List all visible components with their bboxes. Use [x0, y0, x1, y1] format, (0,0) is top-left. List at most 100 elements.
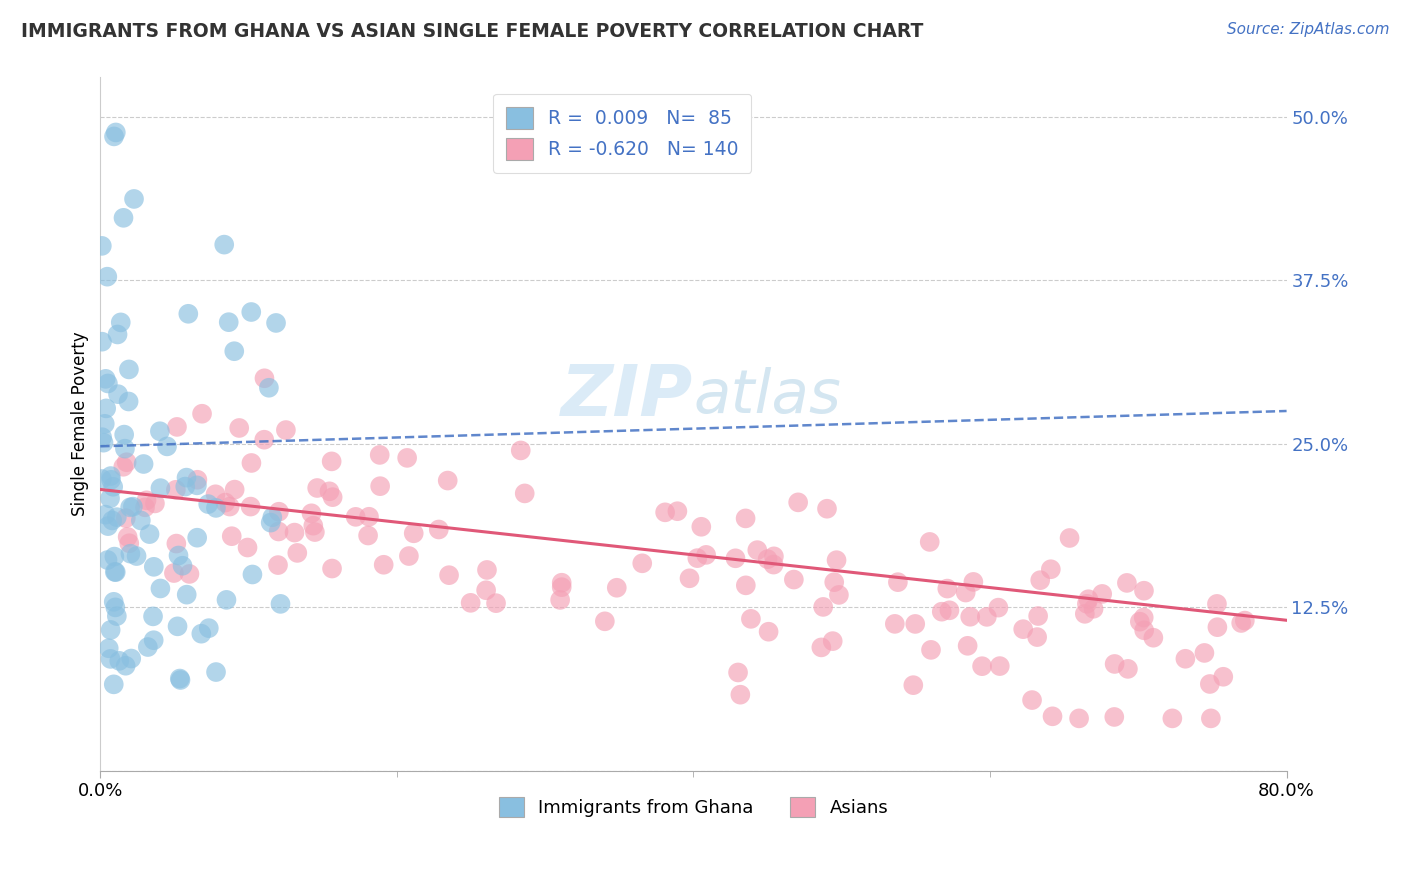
Point [920, 643, 942, 657]
Point [1067, 711, 1090, 725]
Point [903, 678, 925, 692]
Point [117, 394, 139, 409]
Point [344, 509, 367, 524]
Point [125, 549, 148, 563]
Point [724, 551, 747, 566]
Point [1198, 677, 1220, 691]
Point [142, 609, 165, 624]
Point [91, 334, 114, 349]
Point [224, 483, 246, 497]
Point [215, 592, 238, 607]
Point [90, 239, 112, 253]
Point [1194, 646, 1216, 660]
Point [1059, 531, 1081, 545]
Point [169, 672, 191, 686]
Point [815, 501, 838, 516]
Point [593, 615, 616, 629]
Point [97, 519, 120, 533]
Point [734, 511, 756, 525]
Point [239, 500, 262, 514]
Point [165, 483, 187, 497]
Point [179, 566, 201, 581]
Point [1132, 610, 1154, 624]
Point [242, 567, 264, 582]
Point [988, 659, 1011, 673]
Point [103, 549, 125, 564]
Point [264, 316, 287, 330]
Point [270, 597, 292, 611]
Point [93, 435, 115, 450]
Point [120, 547, 142, 561]
Point [110, 315, 132, 329]
Point [475, 563, 498, 577]
Point [166, 420, 188, 434]
Point [167, 549, 190, 563]
Point [1104, 710, 1126, 724]
Point [1206, 620, 1229, 634]
Point [321, 454, 343, 468]
Point [186, 473, 208, 487]
Point [427, 523, 450, 537]
Text: atlas: atlas [693, 367, 841, 425]
Point [1029, 573, 1052, 587]
Point [1012, 622, 1035, 636]
Point [236, 541, 259, 555]
Point [758, 624, 780, 639]
Point [1230, 615, 1253, 630]
Point [938, 603, 960, 617]
Point [103, 677, 125, 691]
Point [1161, 711, 1184, 725]
Point [678, 571, 700, 585]
Point [727, 665, 749, 680]
Point [1042, 709, 1064, 723]
Point [1021, 693, 1043, 707]
Point [94, 372, 117, 386]
Point [631, 557, 654, 571]
Point [485, 596, 508, 610]
Point [114, 511, 136, 525]
Point [321, 561, 343, 575]
Point [987, 600, 1010, 615]
Point [97, 376, 120, 391]
Point [135, 493, 157, 508]
Point [1129, 615, 1152, 629]
Point [810, 640, 832, 655]
Point [108, 654, 131, 668]
Point [970, 659, 993, 673]
Point [267, 524, 290, 539]
Point [734, 578, 756, 592]
Point [606, 581, 628, 595]
Point [96, 269, 118, 284]
Point [136, 640, 159, 654]
Point [101, 513, 124, 527]
Point [132, 457, 155, 471]
Point [257, 381, 280, 395]
Point [1133, 624, 1156, 638]
Point [1133, 583, 1156, 598]
Point [105, 609, 128, 624]
Point [513, 486, 536, 500]
Point [118, 536, 141, 550]
Point [149, 424, 172, 438]
Point [100, 652, 122, 666]
Point [695, 548, 717, 562]
Point [240, 305, 263, 319]
Point [212, 237, 235, 252]
Point [100, 469, 122, 483]
Point [823, 575, 845, 590]
Point [811, 599, 834, 614]
Point [205, 500, 228, 515]
Point [114, 442, 136, 456]
Point [149, 582, 172, 596]
Point [551, 580, 574, 594]
Point [190, 626, 212, 640]
Point [1026, 609, 1049, 624]
Point [396, 450, 419, 465]
Text: Source: ZipAtlas.com: Source: ZipAtlas.com [1226, 22, 1389, 37]
Point [357, 528, 380, 542]
Point [104, 565, 127, 579]
Point [730, 688, 752, 702]
Text: IMMIGRANTS FROM GHANA VS ASIAN SINGLE FEMALE POVERTY CORRELATION CHART: IMMIGRANTS FROM GHANA VS ASIAN SINGLE FE… [21, 22, 924, 41]
Point [666, 504, 689, 518]
Point [690, 520, 713, 534]
